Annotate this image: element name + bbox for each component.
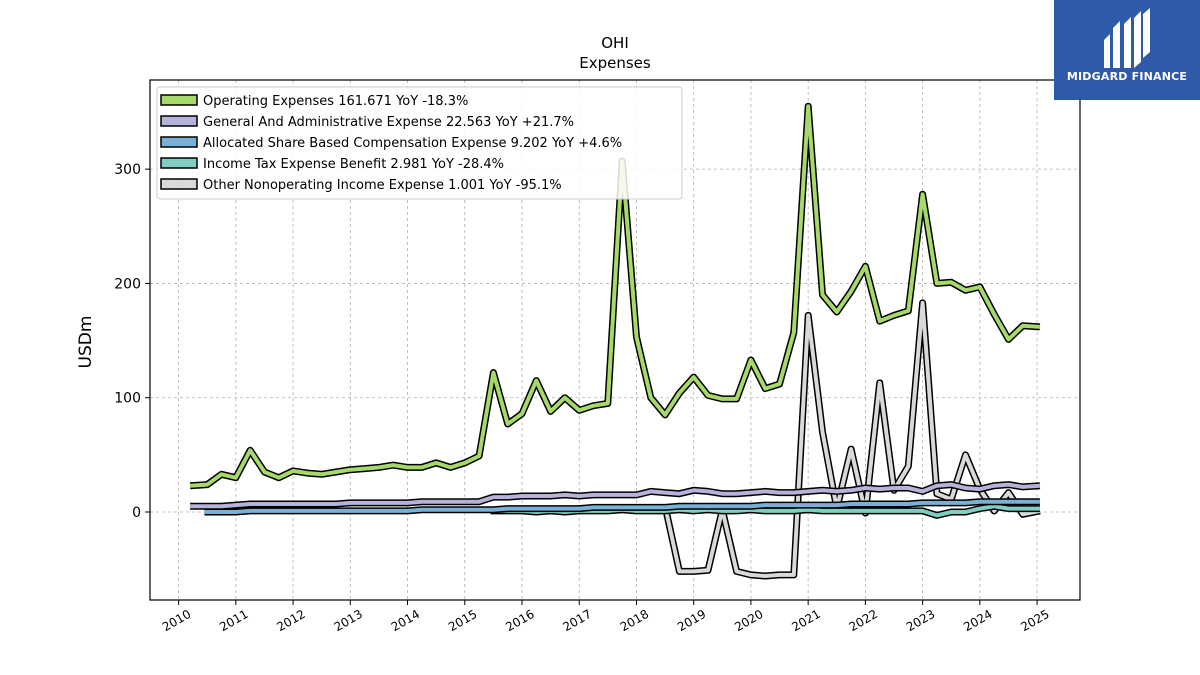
series-general-and-administrative-expense xyxy=(190,481,1041,510)
brand-logo-mark-icon xyxy=(1104,8,1150,68)
series-layer xyxy=(189,102,1041,580)
x-tick-label: 2020 xyxy=(732,607,765,634)
x-tick-label: 2022 xyxy=(847,607,880,634)
legend-swatch xyxy=(160,115,198,127)
legend-swatch xyxy=(160,94,198,106)
series-line-outline xyxy=(661,299,1041,580)
x-tick-label: 2025 xyxy=(1018,607,1051,634)
series-line xyxy=(663,300,1041,578)
x-tick-label: 2024 xyxy=(961,607,994,634)
chart-title: OHI xyxy=(601,34,629,52)
series-operating-expenses xyxy=(189,102,1041,490)
x-tick-label: 2011 xyxy=(217,607,250,634)
brand-logo: MIDGARD FINANCE xyxy=(1054,0,1200,100)
x-tick-label: 2013 xyxy=(332,607,365,634)
legend-box xyxy=(156,86,683,200)
brand-name: MIDGARD FINANCE xyxy=(1066,70,1188,83)
x-tick-label: 2016 xyxy=(503,607,536,634)
series-line xyxy=(204,499,1040,514)
series-line xyxy=(190,482,1041,509)
legend-entry: Other Nonoperating Income Expense 1.001 … xyxy=(203,178,562,193)
legend-swatch xyxy=(160,178,198,190)
legend-entry: Operating Expenses 161.671 YoY -18.3% xyxy=(203,94,468,109)
x-tick-label: 2021 xyxy=(789,607,822,634)
y-tick-label: 100 xyxy=(114,391,141,407)
legend: Operating Expenses 161.671 YoY -18.3% Gen… xyxy=(156,86,683,200)
series-allocated-share-based-compensation-expense xyxy=(204,498,1040,516)
legend-swatch xyxy=(160,136,198,148)
y-axis-label: USDm xyxy=(76,316,96,369)
x-tick-label: 2010 xyxy=(160,607,193,634)
x-tick-label: 2015 xyxy=(446,607,479,634)
y-tick-label: 0 xyxy=(132,505,141,521)
y-axis: 0 100 200 300 xyxy=(114,162,150,521)
x-tick-label: 2012 xyxy=(274,607,307,634)
x-tick-label: 2014 xyxy=(389,607,422,634)
legend-swatch xyxy=(160,157,198,169)
series-line xyxy=(189,104,1041,488)
y-tick-label: 300 xyxy=(114,162,141,178)
plot-area xyxy=(149,79,1081,601)
chart-subtitle: Expenses xyxy=(579,54,651,72)
x-tick-label: 2019 xyxy=(675,607,708,634)
legend-entry: Allocated Share Based Compensation Expen… xyxy=(203,136,622,151)
x-tick-label: 2018 xyxy=(618,607,651,634)
legend-entry: Income Tax Expense Benefit 2.981 YoY -28… xyxy=(203,157,504,172)
legend-entry: General And Administrative Expense 22.56… xyxy=(203,115,574,130)
series-other-nonoperating-income-expense xyxy=(661,299,1041,580)
x-tick-label: 2023 xyxy=(904,607,937,634)
x-tick-label: 2017 xyxy=(561,607,594,634)
y-tick-label: 200 xyxy=(114,276,141,292)
x-axis: 2010 2011 2012 2013 2014 2015 2016 2017 2018 2019… xyxy=(160,600,1052,634)
